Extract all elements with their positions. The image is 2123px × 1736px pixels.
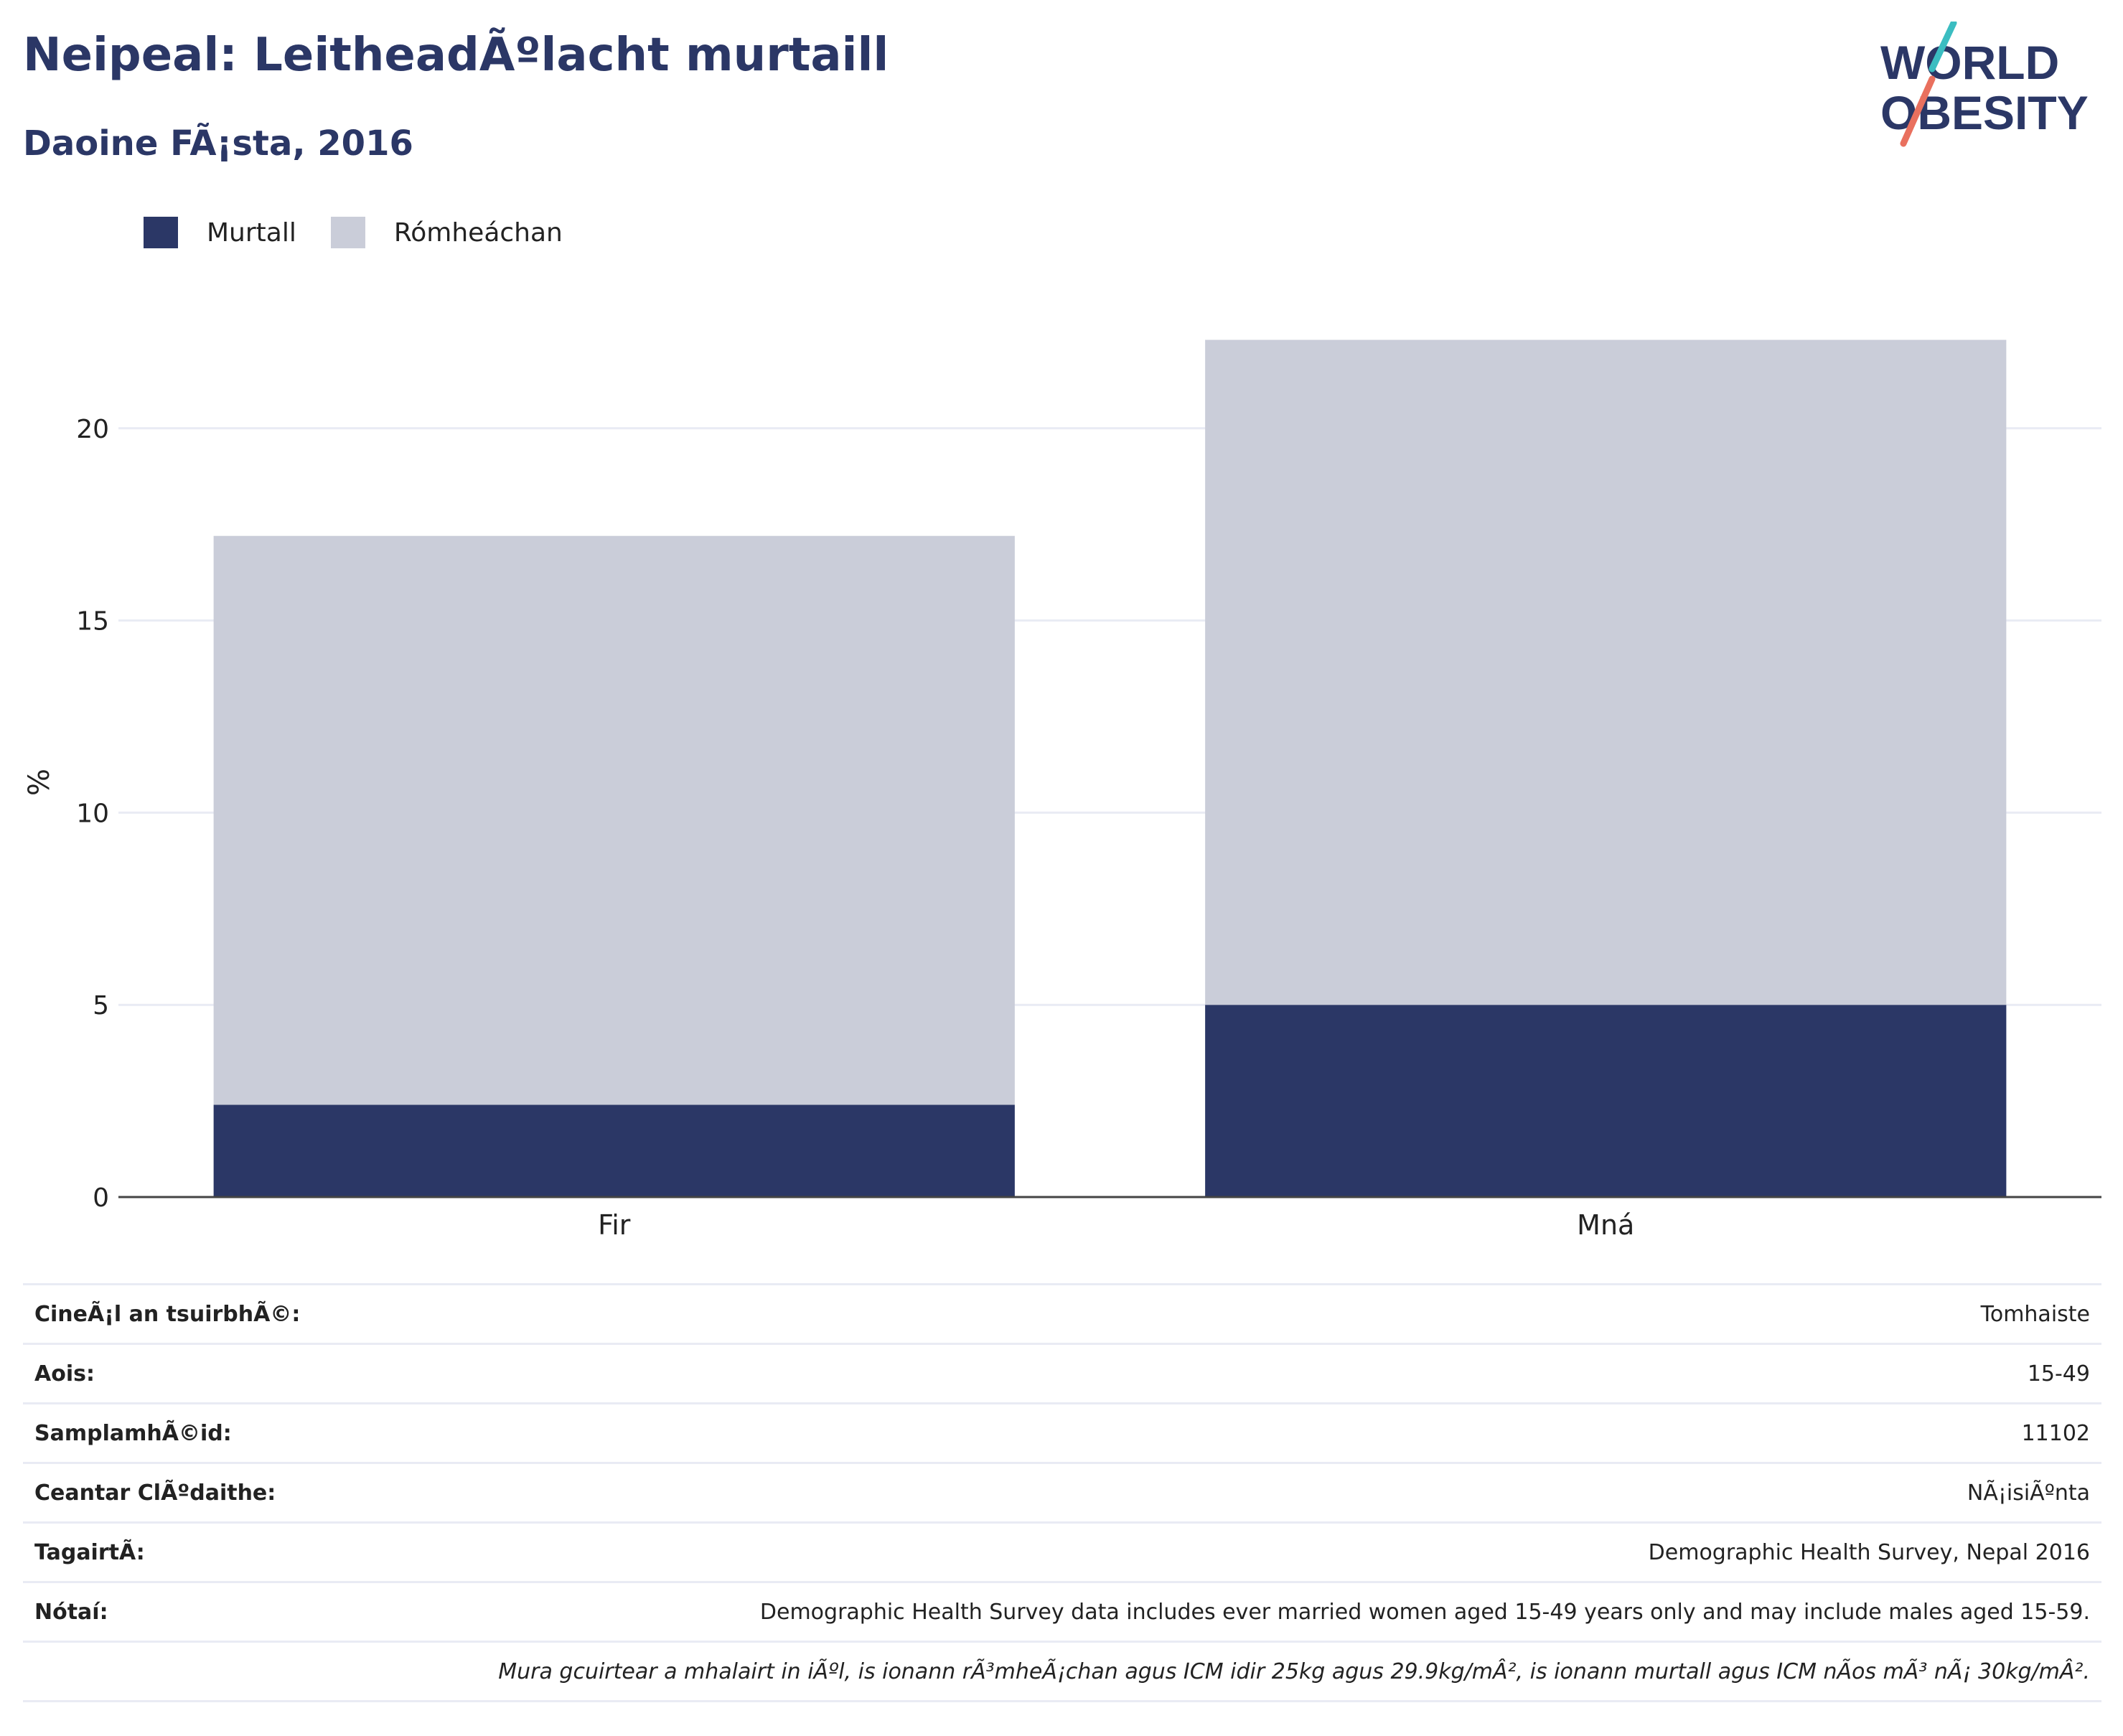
info-table: CineÃ¡l an tsuirbhÃ©: Tomhaiste Aois: 15-49… bbox=[23, 1283, 2101, 1702]
world-obesity-logo: WORLD OBESITY bbox=[1880, 22, 2089, 147]
legend-swatch-obese bbox=[144, 217, 178, 248]
info-row: Nótaí: Demographic Health Survey data inc… bbox=[23, 1581, 2101, 1642]
bar-chart: % 0 5 10 15 20 Fir Mná bbox=[23, 339, 2101, 1241]
info-value: Demographic Health Survey data includes … bbox=[388, 1581, 2101, 1642]
info-value: 15-49 bbox=[388, 1343, 2101, 1404]
info-row: Aois: 15-49 bbox=[23, 1343, 2101, 1404]
logo-text-world: WORLD bbox=[1880, 36, 2059, 89]
info-label: TagairtÃ: bbox=[23, 1521, 389, 1582]
y-tick-label: 20 bbox=[76, 415, 109, 444]
logo-slash-teal-icon bbox=[1928, 22, 1957, 72]
info-value: Tomhaiste bbox=[388, 1283, 2101, 1344]
y-tick-label: 0 bbox=[93, 1183, 109, 1213]
bars bbox=[213, 339, 2007, 1197]
info-row: TagairtÃ: Demographic Health Survey, Nepa… bbox=[23, 1521, 2101, 1582]
legend-label-obese: Murtall bbox=[207, 217, 296, 248]
info-footnote: Mura gcuirtear a mhalairt in iÃºl, is io… bbox=[23, 1641, 2101, 1702]
chart-title: Neipeal: LeitheadÃºlacht murtaill bbox=[23, 29, 889, 82]
y-tick-labels: 0 5 10 15 20 bbox=[76, 415, 109, 1213]
info-value: NÃ¡isiÃºnta bbox=[388, 1462, 2101, 1523]
legend-swatch-overweight bbox=[330, 217, 365, 248]
y-tick-label: 5 bbox=[93, 991, 109, 1021]
chart-subtitle: Daoine FÃ¡sta, 2016 bbox=[23, 123, 413, 164]
x-tick-label: Fir bbox=[598, 1209, 631, 1241]
legend: Murtall Rómheáchan bbox=[144, 212, 597, 253]
y-tick-label: 10 bbox=[76, 799, 109, 828]
info-label: CineÃ¡l an tsuirbhÃ©: bbox=[23, 1283, 389, 1344]
info-label: Nótaí: bbox=[23, 1581, 389, 1642]
bar-obese[interactable] bbox=[213, 1104, 1015, 1197]
legend-item-overweight[interactable]: Rómheáchan bbox=[330, 217, 563, 248]
info-row: CineÃ¡l an tsuirbhÃ©: Tomhaiste bbox=[23, 1283, 2101, 1344]
legend-item-obese[interactable]: Murtall bbox=[144, 217, 296, 248]
bar-obese[interactable] bbox=[1205, 1005, 2007, 1197]
info-value: Demographic Health Survey, Nepal 2016 bbox=[388, 1521, 2101, 1582]
info-label: Ceantar ClÃºdaithe: bbox=[23, 1462, 389, 1523]
info-value: 11102 bbox=[388, 1402, 2101, 1463]
bar-overweight[interactable] bbox=[213, 535, 1015, 1105]
bar-overweight[interactable] bbox=[1205, 339, 2007, 1005]
info-row: SamplamhÃ©id: 11102 bbox=[23, 1402, 2101, 1463]
logo-slash-coral-icon bbox=[1900, 75, 1936, 147]
info-label: SamplamhÃ©id: bbox=[23, 1402, 389, 1463]
info-footnote-row: Mura gcuirtear a mhalairt in iÃºl, is io… bbox=[23, 1641, 2101, 1702]
info-label: Aois: bbox=[23, 1343, 389, 1404]
legend-label-overweight: Rómheáchan bbox=[393, 217, 563, 248]
y-axis-title: % bbox=[23, 769, 56, 796]
y-tick-label: 15 bbox=[76, 607, 109, 637]
x-tick-label: Mná bbox=[1577, 1209, 1634, 1241]
info-row: Ceantar ClÃºdaithe: NÃ¡isiÃºnta bbox=[23, 1462, 2101, 1523]
x-tick-labels: Fir Mná bbox=[598, 1209, 1634, 1241]
